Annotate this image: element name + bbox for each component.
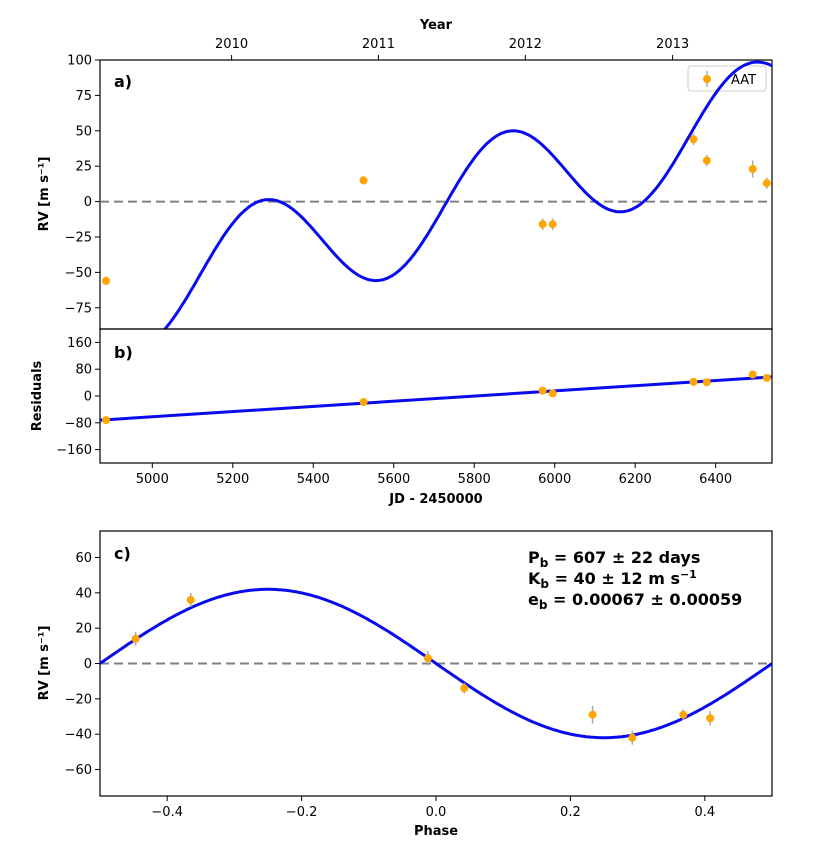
x-tick-label: −0.2 xyxy=(286,805,318,820)
x-tick-label: 0.0 xyxy=(426,805,447,820)
y-tick-label: 80 xyxy=(75,363,92,378)
y-tick-label: −75 xyxy=(65,301,92,316)
y-tick-label: −60 xyxy=(65,763,92,778)
param-line: Kb = 40 ± 12 m s−1 xyxy=(528,568,697,591)
param-value: = 40 ± 12 m s xyxy=(549,569,680,588)
data-point xyxy=(102,276,111,285)
data-point xyxy=(538,220,547,229)
x-tick-label: 0.2 xyxy=(560,805,581,820)
param-line: eb = 0.00067 ± 0.00059 xyxy=(528,590,742,612)
data-point xyxy=(706,714,715,723)
panel-a-ylabel: RV [m s⁻¹] xyxy=(37,157,52,232)
data-point xyxy=(748,370,757,379)
y-tick-label: 25 xyxy=(75,160,92,175)
y-tick-label: 50 xyxy=(75,124,92,139)
top-tick-label: 2011 xyxy=(362,37,395,52)
x-tick-label: 5000 xyxy=(136,472,169,487)
y-tick-label: 0 xyxy=(84,657,92,672)
legend-label: AAT xyxy=(731,73,756,88)
data-point xyxy=(689,377,698,386)
data-point xyxy=(628,733,637,742)
data-point xyxy=(548,389,557,398)
data-point xyxy=(689,135,698,144)
param-superscript: −1 xyxy=(680,568,697,581)
param-symbol: e xyxy=(528,590,539,609)
data-point xyxy=(359,176,368,185)
panel-b-ylabel: Residuals xyxy=(30,360,45,431)
data-point xyxy=(748,165,757,174)
y-tick-label: −25 xyxy=(65,230,92,245)
y-tick-label: −80 xyxy=(65,416,92,431)
y-tick-label: 40 xyxy=(75,586,92,601)
y-tick-label: 20 xyxy=(75,622,92,637)
panel-b-xlabel: JD - 2450000 xyxy=(388,492,482,507)
y-tick-label: −20 xyxy=(65,692,92,707)
param-line: Pb = 607 ± 22 days xyxy=(528,548,700,570)
param-subscript: b xyxy=(540,556,549,570)
model-curve xyxy=(162,60,772,329)
panel-a-frame xyxy=(99,59,773,330)
x-tick-label: −0.4 xyxy=(151,805,183,820)
data-point xyxy=(359,398,368,407)
top-tick-label: 2010 xyxy=(215,37,248,52)
y-tick-label: 75 xyxy=(75,89,92,104)
trend-line xyxy=(100,375,772,422)
data-point xyxy=(538,386,547,395)
panel-b-frame xyxy=(99,328,773,464)
plot-area xyxy=(100,60,772,329)
x-tick-label: 6400 xyxy=(699,472,732,487)
x-tick-label: 5400 xyxy=(297,472,330,487)
data-point xyxy=(702,156,711,165)
x-tick-label: 6200 xyxy=(619,472,652,487)
y-tick-label: 160 xyxy=(67,336,92,351)
panel-a: Year a) RV [m s⁻¹] AAT −75 −50 −25 0 25 50 75 1… xyxy=(37,18,773,330)
panel-b-label: b) xyxy=(114,343,133,362)
x-tick-label: 6000 xyxy=(538,472,571,487)
panel-a-label: a) xyxy=(114,72,132,91)
data-point xyxy=(762,373,771,382)
legend-marker xyxy=(703,75,711,83)
param-value: = 607 ± 22 days xyxy=(548,548,700,567)
x-tick-label: 5600 xyxy=(377,472,410,487)
data-point xyxy=(423,654,432,663)
data-point xyxy=(102,416,111,425)
plot-area xyxy=(100,370,772,425)
panel-c-label: c) xyxy=(114,544,131,563)
param-subscript: b xyxy=(539,598,548,612)
y-tick-label: 100 xyxy=(67,54,92,69)
top-axis-label: Year xyxy=(419,18,453,33)
y-tick-label: 0 xyxy=(84,195,92,210)
top-tick-label: 2012 xyxy=(509,37,542,52)
plot-area xyxy=(100,587,772,745)
data-point xyxy=(131,634,140,643)
data-point xyxy=(762,179,771,188)
param-symbol: K xyxy=(528,569,541,588)
y-tick-label: −40 xyxy=(65,728,92,743)
param-value: = 0.00067 ± 0.00059 xyxy=(547,590,742,609)
panel-b: b) Residuals JD - 2450000 −160 −80 0 80 160 5… xyxy=(30,328,773,507)
param-symbol: P xyxy=(528,548,540,567)
data-point xyxy=(679,710,688,719)
data-point xyxy=(702,378,711,387)
y-tick-label: −160 xyxy=(56,443,92,458)
top-tick-label: 2013 xyxy=(656,37,689,52)
data-point xyxy=(460,684,469,693)
x-tick-label: 5800 xyxy=(458,472,491,487)
model-curve xyxy=(100,587,772,740)
param-subscript: b xyxy=(540,577,549,591)
panel-c-xlabel: Phase xyxy=(414,824,458,839)
data-point xyxy=(548,220,557,229)
data-point xyxy=(588,710,597,719)
panel-c-ylabel: RV [m s⁻¹] xyxy=(37,626,52,701)
x-tick-label: 5200 xyxy=(216,472,249,487)
data-point xyxy=(186,595,195,604)
y-tick-label: 0 xyxy=(84,390,92,405)
panel-c: c) RV [m s⁻¹] Phase Pb = 607 ± 22 daysKb… xyxy=(37,530,773,839)
y-tick-label: 60 xyxy=(75,551,92,566)
x-tick-label: 0.4 xyxy=(694,805,715,820)
y-tick-label: −50 xyxy=(65,266,92,281)
